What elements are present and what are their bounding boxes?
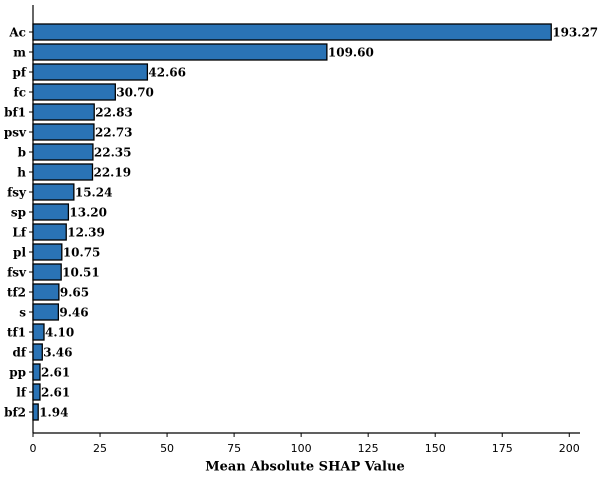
- bar: [32, 403, 39, 421]
- x-tick-label: 25: [93, 442, 107, 455]
- bar: [32, 203, 70, 221]
- x-tick-label: 150: [425, 442, 446, 455]
- value-label: 4.10: [45, 326, 74, 340]
- bar: [32, 163, 94, 181]
- y-tick-label: bf2: [4, 406, 26, 420]
- x-axis-label: Mean Absolute SHAP Value: [205, 460, 404, 475]
- y-tick-label: fsy: [7, 186, 27, 200]
- y-tick-label: h: [17, 166, 26, 180]
- value-label: 2.61: [41, 366, 70, 380]
- y-tick-label: psv: [4, 126, 27, 140]
- y-tick-label: fc: [14, 86, 26, 100]
- value-label: 13.20: [69, 206, 107, 220]
- x-tick-label: 200: [559, 442, 580, 455]
- x-tick-label: 175: [492, 442, 513, 455]
- value-label: 10.75: [63, 246, 101, 260]
- y-tick-label: sp: [11, 206, 26, 220]
- value-label: 193.27: [552, 26, 598, 40]
- bar: [32, 283, 60, 301]
- bar: [32, 383, 41, 401]
- bar: [32, 63, 149, 81]
- bar: [32, 303, 60, 321]
- value-label: 1.94: [39, 406, 68, 420]
- value-label: 15.24: [75, 186, 113, 200]
- value-label: 30.70: [116, 86, 154, 100]
- y-tick-label: pf: [12, 66, 26, 80]
- y-tick-label: tf1: [7, 326, 26, 340]
- y-tick-label: fsv: [7, 266, 27, 280]
- value-label: 2.61: [41, 386, 70, 400]
- bar: [32, 43, 328, 61]
- y-tick-label: lf: [16, 386, 27, 400]
- y-tick-label: s: [19, 306, 26, 320]
- value-label: 9.46: [59, 306, 88, 320]
- bar: [32, 183, 75, 201]
- bar: [32, 223, 67, 241]
- value-label: 3.46: [43, 346, 72, 360]
- bar: [32, 123, 95, 141]
- value-label: 22.73: [95, 126, 133, 140]
- y-tick-label: pl: [13, 246, 26, 260]
- value-label: 12.39: [67, 226, 105, 240]
- bar: [32, 263, 62, 281]
- y-tick-label: b: [18, 146, 26, 160]
- bar: [32, 143, 94, 161]
- y-tick-label: m: [13, 46, 26, 60]
- x-tick-label: 100: [291, 442, 312, 455]
- value-label: 10.51: [62, 266, 100, 280]
- y-tick-label: pp: [9, 366, 26, 380]
- value-label: 109.60: [328, 46, 374, 60]
- value-label: 22.83: [95, 106, 133, 120]
- x-tick-label: 125: [358, 442, 379, 455]
- bar: [32, 83, 116, 101]
- bar: [32, 243, 63, 261]
- value-label: 9.65: [60, 286, 89, 300]
- y-tick-label: bf1: [4, 106, 26, 120]
- x-tick-label: 0: [30, 442, 37, 455]
- value-label: 22.19: [93, 166, 131, 180]
- bar: [32, 23, 552, 41]
- bar: [32, 343, 43, 361]
- bar: [32, 103, 95, 121]
- x-tick-label: 50: [160, 442, 174, 455]
- y-tick-label: Lf: [12, 226, 26, 240]
- y-tick-label: df: [12, 346, 26, 360]
- x-tick-label: 75: [227, 442, 241, 455]
- value-label: 22.35: [94, 146, 132, 160]
- value-label: 42.66: [148, 66, 186, 80]
- bar: [32, 363, 41, 381]
- y-tick-label: Ac: [8, 26, 26, 40]
- bar: [32, 323, 45, 341]
- y-tick-label: tf2: [7, 286, 26, 300]
